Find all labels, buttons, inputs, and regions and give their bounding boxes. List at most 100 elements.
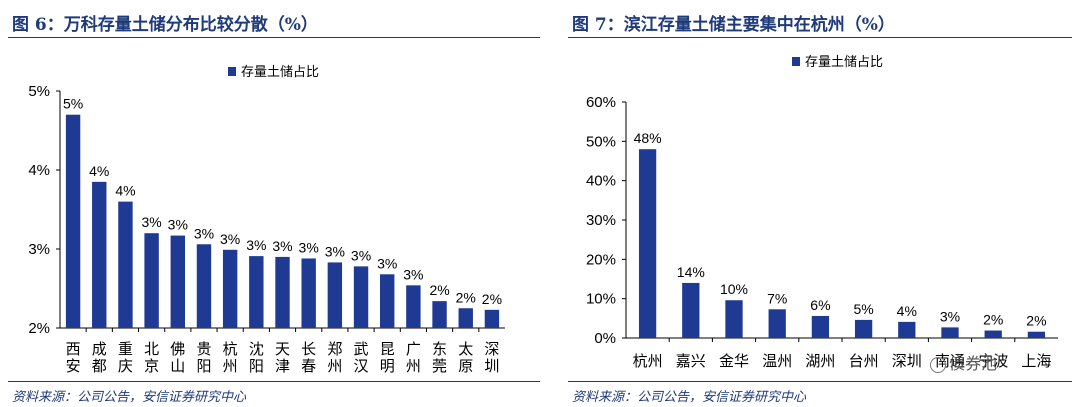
- data-label: 2%: [983, 312, 1003, 328]
- bar: [196, 244, 212, 328]
- data-label: 6%: [810, 297, 830, 313]
- bar: [682, 282, 700, 338]
- data-label: 3%: [220, 231, 240, 247]
- data-label: 2%: [482, 291, 502, 307]
- category-label: 佛山: [170, 340, 185, 375]
- category-label: 武汉: [354, 340, 369, 375]
- y-tick-label: 0%: [594, 330, 616, 347]
- category-label: 成都: [92, 340, 107, 375]
- chart-panel-right: 图 7：滨江存量土储主要集中在杭州（%） 存量土储占比 60% 50% 40% 30% 2…: [560, 0, 1080, 407]
- y-tick-label: 60%: [586, 94, 616, 111]
- category-label: 昆明: [380, 340, 395, 375]
- title-rule: [8, 37, 540, 38]
- source-note: 资料来源：公司公告，安信证券研究中心: [572, 390, 807, 405]
- legend-swatch: [792, 57, 800, 66]
- category-label: 贵阳: [196, 340, 211, 375]
- y-tick-label: 3%: [28, 241, 50, 258]
- data-label: 4%: [897, 303, 917, 319]
- category-label: 台州: [849, 352, 879, 370]
- category-label: 郑州: [327, 340, 342, 375]
- data-label: 14%: [677, 264, 705, 280]
- data-label: 3%: [194, 225, 214, 241]
- legend-label: 存量土储占比: [241, 65, 319, 80]
- bar: [484, 309, 500, 328]
- category-label: 重庆: [118, 340, 133, 375]
- y-tick-label: 5%: [28, 83, 50, 100]
- data-label: 3%: [299, 239, 319, 255]
- bar: [638, 149, 657, 338]
- bar: [301, 258, 316, 328]
- legend: 存量土储占比: [228, 65, 319, 80]
- data-label: 3%: [142, 214, 162, 230]
- data-label: 4%: [115, 183, 135, 199]
- bar: [768, 309, 786, 338]
- data-label: 3%: [403, 266, 423, 282]
- bar: [92, 181, 107, 328]
- data-label: 3%: [377, 255, 397, 271]
- y-tick-label: 30%: [586, 212, 616, 229]
- watermark-text: 债券池: [949, 354, 998, 373]
- bar: [144, 233, 159, 328]
- category-label: 金华: [719, 352, 749, 370]
- bar: [811, 315, 830, 338]
- bar: [458, 308, 473, 328]
- data-label: 48%: [634, 130, 662, 146]
- title-rule: [568, 37, 1072, 38]
- category-label: 嘉兴: [676, 352, 706, 370]
- y-tick-label: 50%: [586, 133, 616, 150]
- figure-title: 图 6：万科存量土储分布比较分散（%）: [12, 15, 318, 35]
- bar: [1027, 331, 1046, 338]
- legend: 存量土储占比: [792, 55, 883, 70]
- data-label: 10%: [720, 281, 748, 297]
- data-label: 3%: [246, 237, 266, 253]
- y-tick-label: 10%: [586, 291, 616, 308]
- bar: [854, 319, 873, 338]
- data-label: 3%: [168, 217, 188, 233]
- source-note: 资料来源：公司公告，安信证券研究中心: [12, 390, 247, 405]
- data-label: 7%: [767, 290, 787, 306]
- y-tick-label: 4%: [28, 162, 50, 179]
- bar: [222, 249, 238, 328]
- category-label: 温州: [762, 352, 792, 370]
- category-label: 广州: [406, 340, 421, 375]
- bar: [353, 266, 369, 328]
- data-label: 5%: [853, 301, 873, 317]
- bar: [432, 301, 447, 328]
- chart-panel-left: 图 6：万科存量土储分布比较分散（%） 存量土储占比 5% 4% 3% 2% 5% 西安 4%…: [8, 15, 540, 405]
- category-label: 杭州: [633, 352, 663, 370]
- data-label: 3%: [272, 238, 292, 254]
- source-rule: [568, 381, 1072, 382]
- category-label: 西安: [66, 340, 81, 375]
- bar: [249, 256, 264, 328]
- category-label: 沈阳: [249, 340, 264, 375]
- bar: [984, 330, 1002, 338]
- category-label: 北京: [144, 340, 159, 375]
- category-label: 太原: [458, 340, 473, 375]
- category-label: 杭州: [223, 340, 238, 375]
- source-rule: [8, 381, 540, 382]
- data-label: 5%: [63, 96, 83, 112]
- data-label: 3%: [325, 243, 345, 259]
- category-label: 上海: [1021, 352, 1051, 370]
- wechat-icon: [930, 356, 946, 373]
- legend-swatch: [228, 67, 236, 76]
- data-label: 3%: [940, 308, 960, 324]
- category-label: 深圳: [484, 340, 499, 375]
- bar: [380, 274, 395, 328]
- bar-chart-binjiang: 存量土储占比 60% 50% 40% 30% 20% 10% 0% 48% 杭州 14% 嘉兴 10% 金…: [586, 55, 1058, 370]
- y-tick-label: 2%: [28, 320, 50, 337]
- category-label: 东莞: [432, 340, 447, 375]
- figure-title: 图 7：滨江存量土储主要集中在杭州（%）: [572, 15, 895, 35]
- category-label: 天津: [275, 340, 290, 375]
- y-tick-label: 40%: [586, 173, 616, 190]
- category-label: 长春: [301, 340, 316, 375]
- legend-label: 存量土储占比: [805, 55, 883, 70]
- category-label: 宁波: [978, 352, 1008, 370]
- bar: [327, 262, 343, 328]
- y-tick-label: 20%: [586, 251, 616, 268]
- bar: [941, 327, 959, 338]
- category-label: 深圳: [892, 352, 922, 370]
- category-label: 湖州: [805, 352, 835, 370]
- data-label: 3%: [351, 247, 371, 263]
- data-label: 4%: [89, 163, 109, 179]
